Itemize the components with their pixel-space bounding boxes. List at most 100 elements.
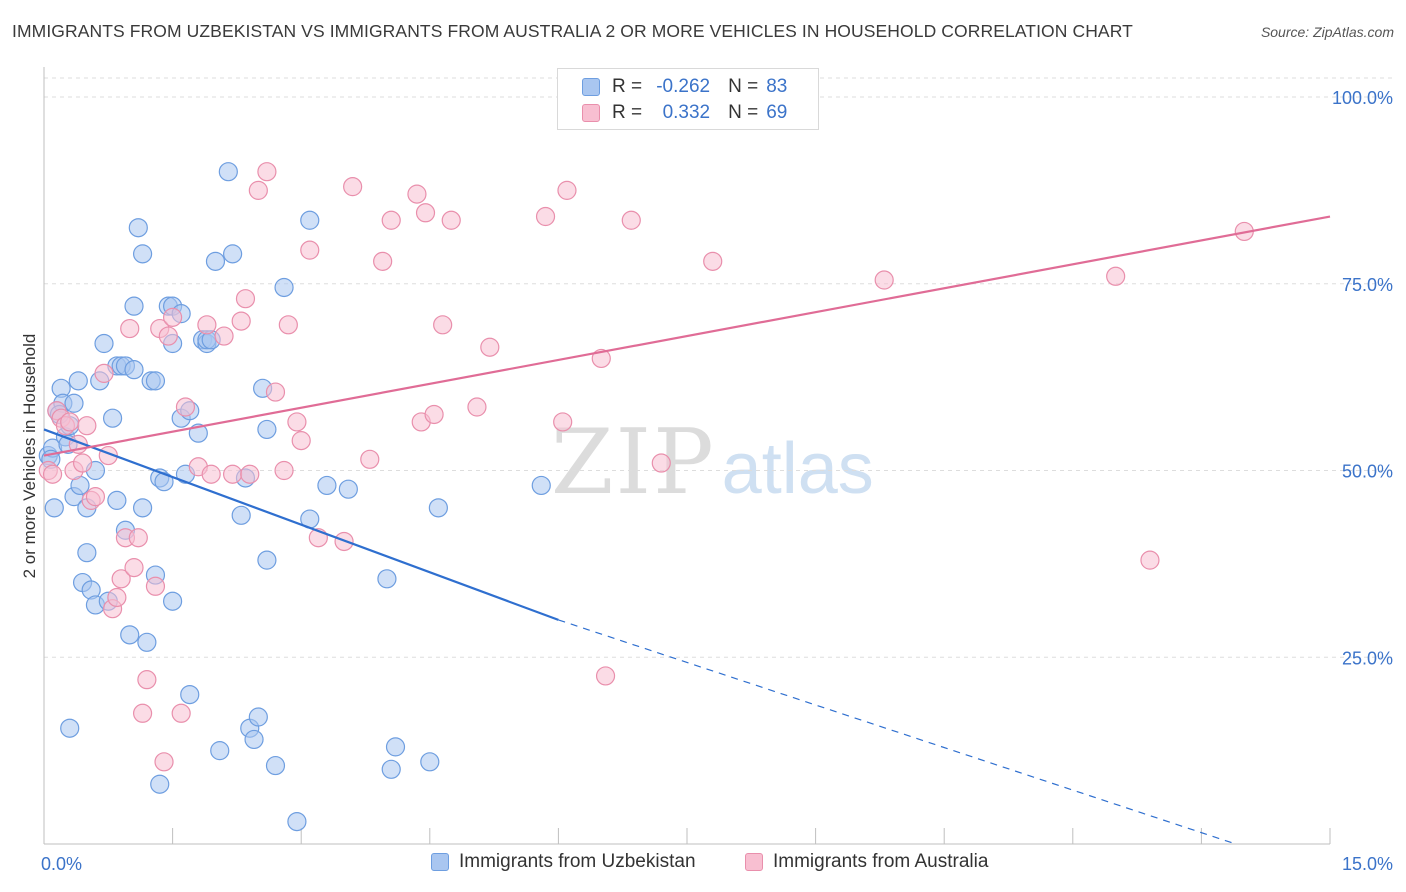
point-australia (1140, 550, 1160, 570)
point-uzbekistan (132, 498, 153, 518)
tick-labels: 25.0% 50.0% 75.0% 100.0% 0.0% 15.0% 2 or more … (20, 88, 1393, 874)
point-australia (424, 404, 444, 425)
legend-swatch-uzbekistan (582, 78, 600, 96)
point-australia (703, 251, 723, 271)
point-australia (265, 382, 286, 402)
point-australia (171, 703, 191, 723)
point-uzbekistan (377, 569, 397, 589)
point-australia (467, 397, 487, 417)
legend-r-value: 0.332 (662, 102, 711, 123)
trend-line-uzbekistan-projection (558, 619, 1236, 845)
y-tick-label: 25.0% (1342, 648, 1393, 668)
y-tick-label: 75.0% (1342, 275, 1393, 295)
legend-n-value: 83 (766, 76, 788, 97)
point-australia (535, 206, 556, 227)
chart-title: IMMIGRANTS FROM UZBEKISTAN VS IMMIGRANTS… (12, 21, 1133, 41)
point-australia (214, 326, 234, 346)
point-australia (158, 326, 178, 346)
point-australia (300, 240, 320, 260)
bottom-legend-uzbekistan: Immigrants from Uzbekistan (431, 851, 696, 873)
point-uzbekistan (94, 333, 114, 354)
point-uzbekistan (68, 371, 88, 391)
point-australia (291, 431, 311, 451)
point-australia (231, 311, 251, 331)
point-australia (128, 528, 148, 548)
point-uzbekistan (128, 218, 148, 238)
point-australia (201, 464, 221, 484)
point-australia (77, 416, 97, 436)
point-uzbekistan (150, 774, 170, 794)
legend-swatch-australia (582, 104, 600, 122)
point-australia (154, 752, 174, 772)
point-uzbekistan (77, 543, 97, 563)
point-australia (343, 177, 363, 197)
point-australia (107, 587, 127, 608)
point-uzbekistan (531, 475, 551, 496)
point-uzbekistan (338, 479, 358, 499)
legend-row-australia: R = 0.332 N = 69 (558, 101, 787, 125)
point-australia (137, 670, 157, 690)
point-australia (557, 180, 577, 200)
point-uzbekistan (428, 498, 448, 518)
point-uzbekistan (210, 741, 230, 761)
x-tick-label: 15.0% (1342, 854, 1393, 874)
point-australia (415, 203, 436, 223)
point-uzbekistan (64, 393, 84, 413)
point-uzbekistan (124, 360, 144, 380)
point-uzbekistan (205, 251, 226, 271)
point-uzbekistan (120, 625, 140, 645)
y-tick-label: 50.0% (1342, 462, 1393, 482)
point-uzbekistan (60, 718, 80, 738)
point-australia (480, 337, 500, 357)
point-australia (111, 569, 131, 589)
source-credit: Source: ZipAtlas.com (1260, 24, 1394, 40)
point-australia (85, 487, 106, 507)
point-uzbekistan (381, 759, 401, 779)
point-uzbekistan (248, 707, 268, 727)
bottom-legend-swatch-uzbekistan (431, 853, 449, 871)
point-uzbekistan (287, 811, 307, 832)
point-australia (257, 162, 277, 182)
trend-line-uzbekistan (43, 428, 559, 621)
point-uzbekistan (317, 475, 337, 496)
legend-r-value: -0.262 (656, 76, 711, 97)
point-australia (874, 270, 894, 290)
point-australia (120, 318, 140, 339)
point-uzbekistan (257, 419, 277, 440)
legend-n-value: 69 (766, 102, 788, 123)
point-australia (381, 210, 401, 230)
point-australia (433, 315, 453, 335)
point-australia (373, 251, 393, 271)
y-tick-label: 100.0% (1332, 88, 1393, 108)
point-uzbekistan (102, 408, 123, 428)
point-uzbekistan (274, 277, 294, 298)
point-uzbekistan (223, 244, 243, 264)
bottom-legend-label-australia: Immigrants from Australia (773, 851, 989, 872)
point-australia (360, 449, 380, 469)
point-australia (553, 412, 573, 432)
point-australia (1106, 266, 1126, 286)
point-australia (197, 315, 217, 335)
point-uzbekistan (244, 729, 264, 750)
point-australia (248, 180, 268, 200)
bottom-legend-australia: Immigrants from Australia (745, 851, 988, 873)
trend-lines (43, 215, 1331, 845)
point-australia (72, 453, 93, 473)
point-uzbekistan (124, 296, 144, 316)
y-axis-label: 2 or more Vehicles in Household (20, 334, 39, 579)
point-uzbekistan (385, 737, 406, 757)
point-australia (145, 576, 166, 596)
point-uzbekistan (44, 498, 64, 518)
legend-r-label: R = (612, 76, 643, 97)
point-australia (407, 184, 427, 204)
point-australia (94, 363, 114, 383)
gridlines (44, 77, 1392, 658)
point-australia (235, 289, 256, 309)
point-uzbekistan (265, 755, 286, 776)
point-uzbekistan (218, 162, 238, 182)
point-uzbekistan (231, 505, 251, 525)
series-uzbekistan (38, 162, 551, 832)
point-australia (621, 210, 641, 230)
bottom-legend-label-uzbekistan: Immigrants from Uzbekistan (459, 851, 696, 872)
